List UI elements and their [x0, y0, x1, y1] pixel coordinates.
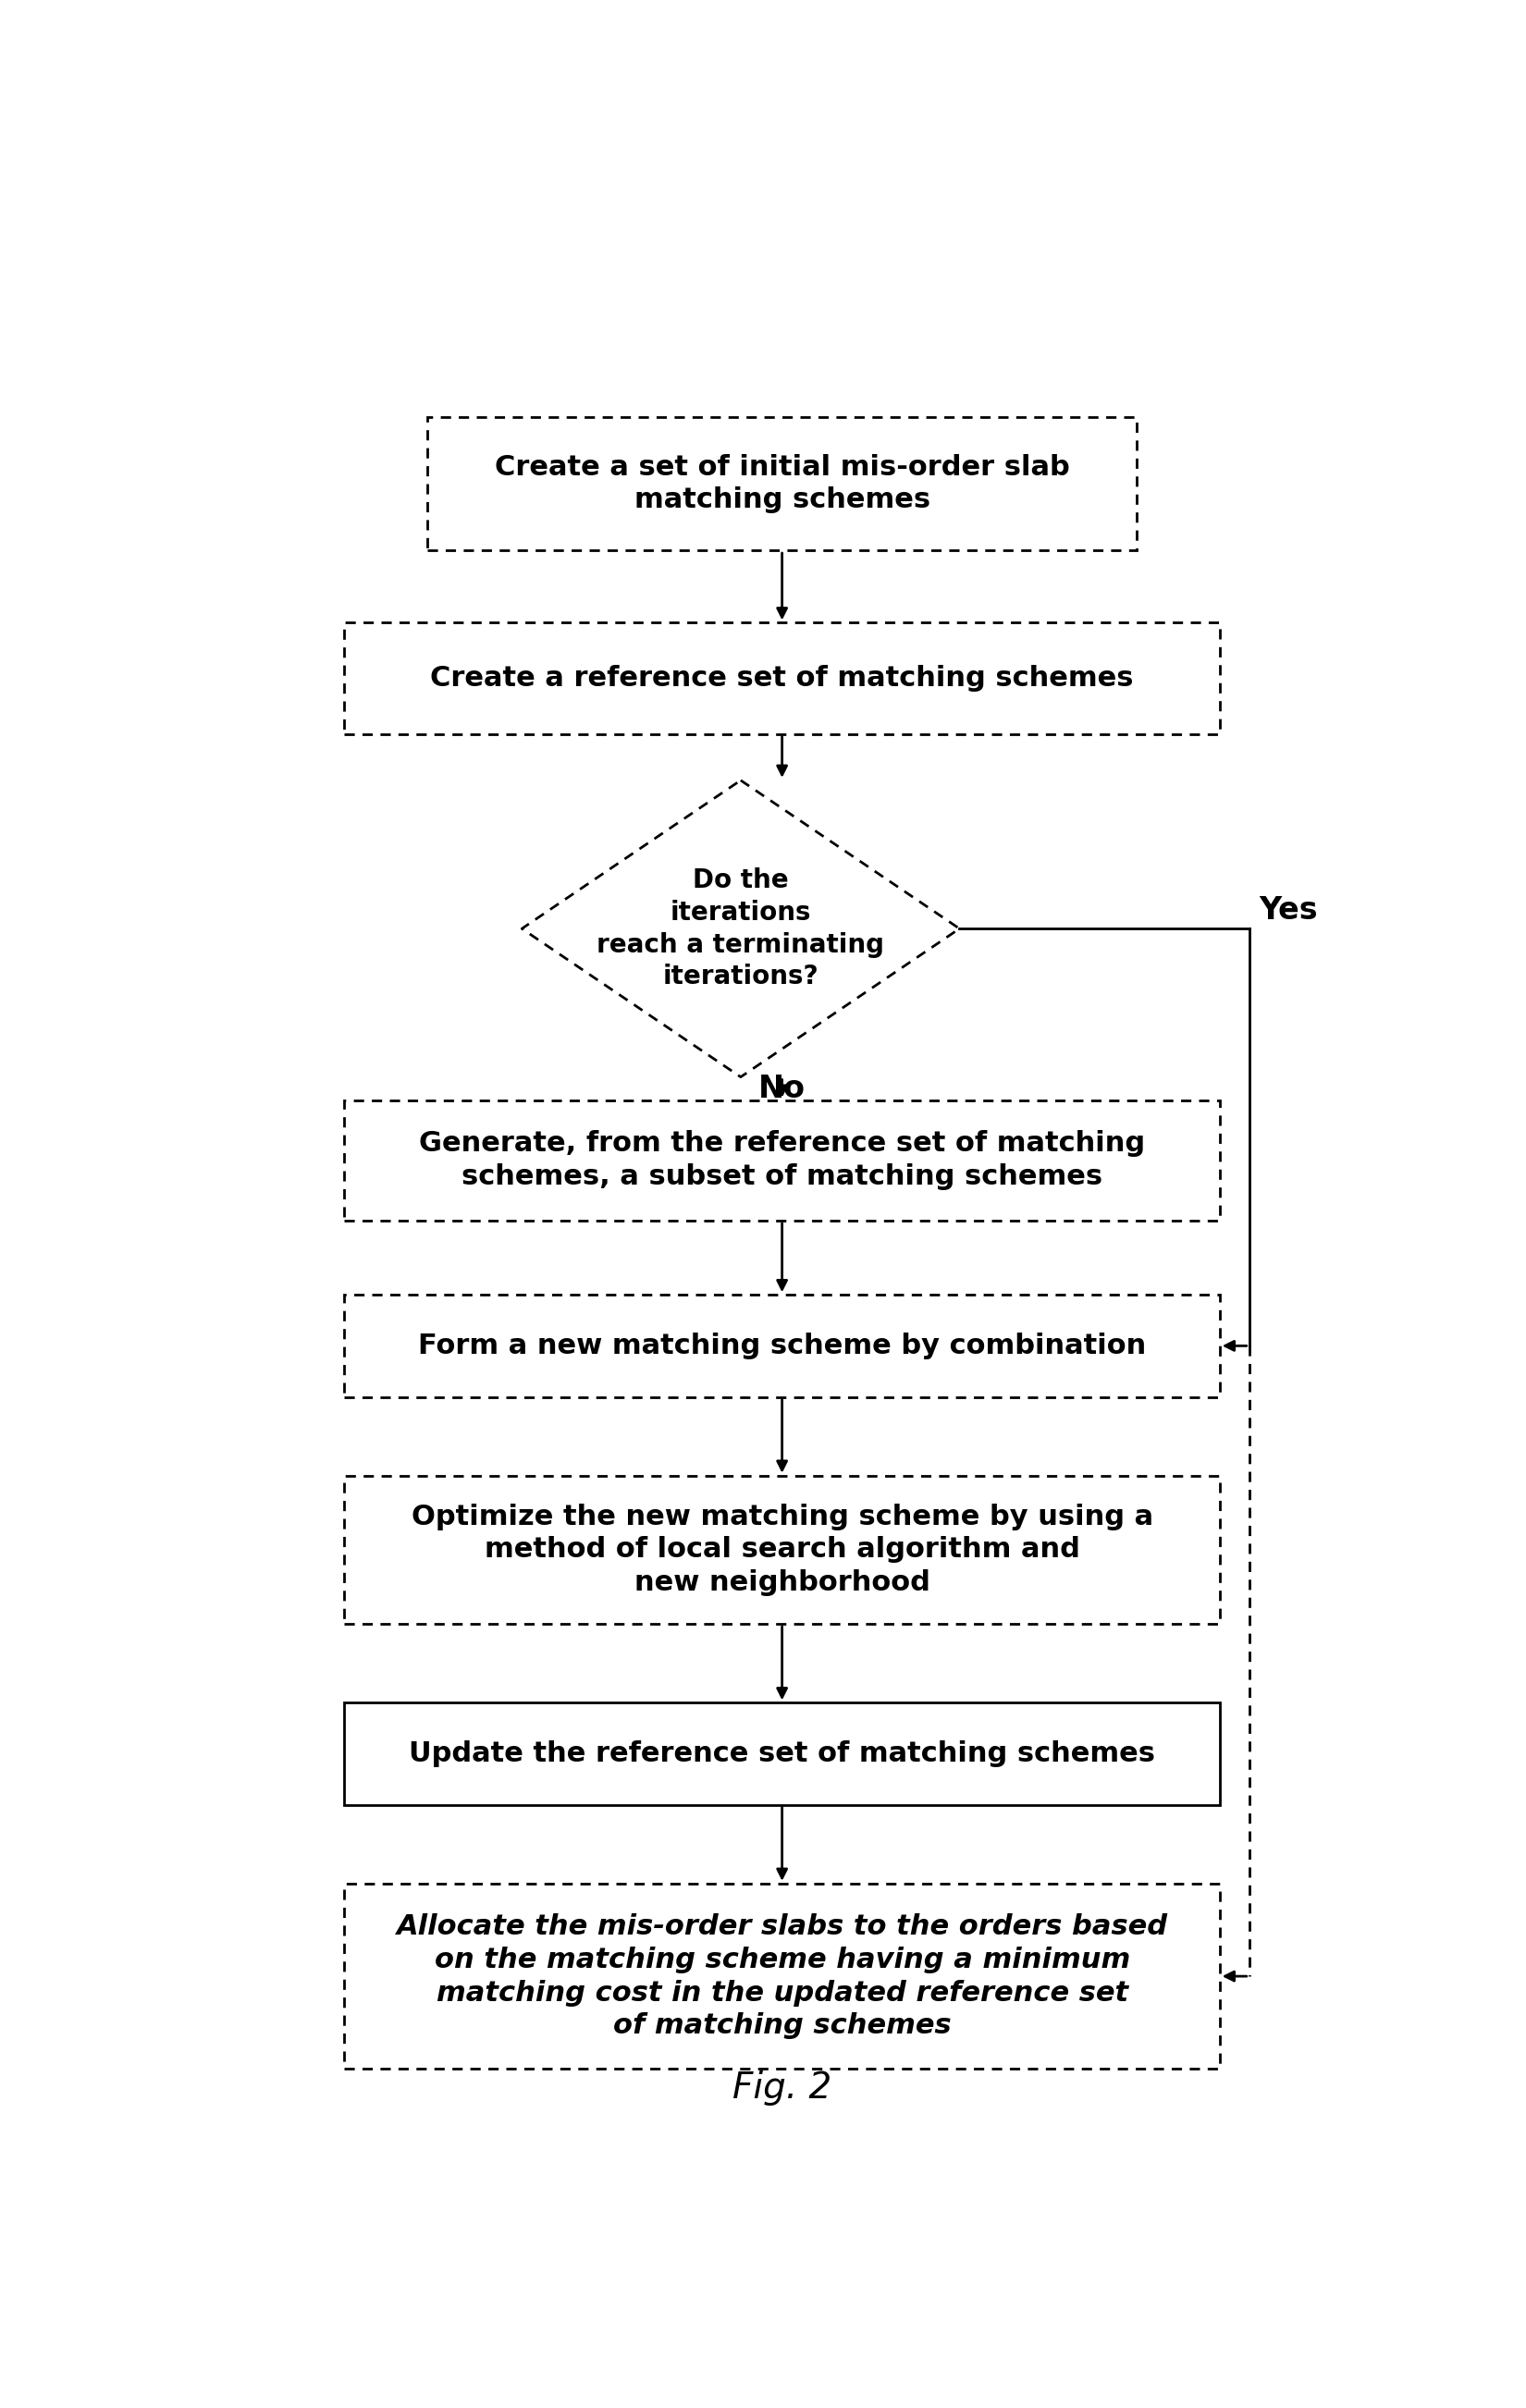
Text: Fig. 2: Fig. 2: [732, 2071, 832, 2107]
Text: Yes: Yes: [1259, 896, 1317, 925]
Bar: [345, 1702, 1219, 1804]
Bar: [345, 1296, 1219, 1397]
Bar: [427, 417, 1137, 551]
Text: Create a reference set of matching schemes: Create a reference set of matching schem…: [430, 665, 1134, 691]
Text: Create a set of initial mis-order slab
matching schemes: Create a set of initial mis-order slab m…: [494, 453, 1070, 513]
Bar: [345, 1883, 1219, 2068]
Text: Generate, from the reference set of matching
schemes, a subset of matching schem: Generate, from the reference set of matc…: [420, 1129, 1144, 1190]
Text: Do the
iterations
reach a terminating
iterations?: Do the iterations reach a terminating it…: [597, 867, 885, 990]
Text: Allocate the mis-order slabs to the orders based
on the matching scheme having a: Allocate the mis-order slabs to the orde…: [397, 1912, 1167, 2040]
Bar: [345, 1476, 1219, 1623]
Bar: [345, 1100, 1219, 1221]
Polygon shape: [522, 780, 960, 1076]
Text: Update the reference set of matching schemes: Update the reference set of matching sch…: [409, 1741, 1155, 1767]
Bar: [345, 624, 1219, 734]
Text: Form a new matching scheme by combination: Form a new matching scheme by combinatio…: [418, 1332, 1146, 1358]
Text: No: No: [758, 1074, 806, 1103]
Text: Optimize the new matching scheme by using a
method of local search algorithm and: Optimize the new matching scheme by usin…: [410, 1503, 1154, 1597]
